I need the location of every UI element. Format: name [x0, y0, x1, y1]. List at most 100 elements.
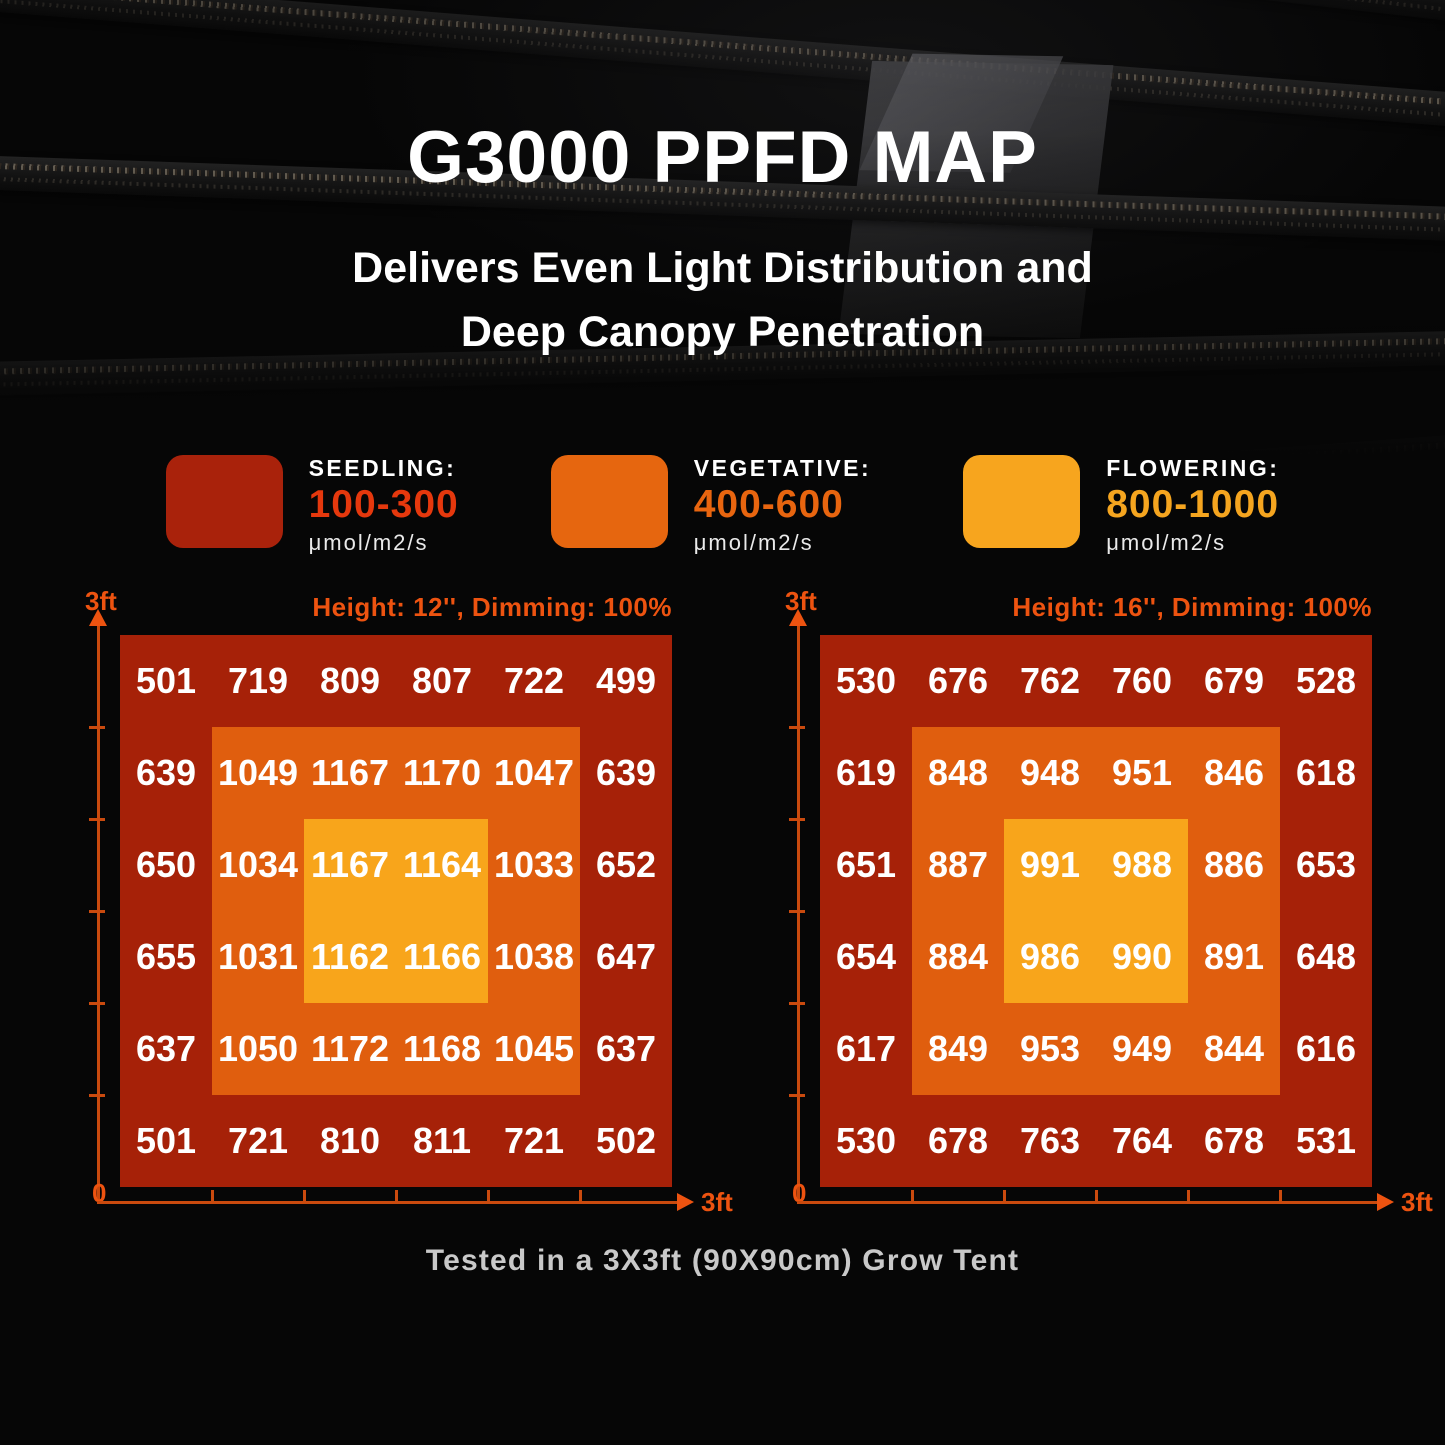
legend-ppfd-range: 400-600: [693, 483, 844, 526]
ppfd-value-cell: 499: [595, 660, 657, 701]
y-axis-line: [797, 626, 800, 1203]
ppfd-value-cell: 637: [595, 1028, 657, 1069]
ppfd-value-cell: 811: [412, 1120, 472, 1161]
ppfd-value-cell: 531: [1295, 1120, 1357, 1161]
ppfd-value-cell: 949: [1111, 1028, 1173, 1069]
ppfd-value-cell: 886: [1203, 844, 1265, 885]
ppfd-value-cell: 678: [1203, 1120, 1265, 1161]
ppfd-value-cell: 719: [227, 660, 289, 701]
ppfd-value-cell: 1045: [493, 1028, 575, 1069]
y-axis-arrow-icon: [789, 609, 807, 626]
ppfd-value-cell: 1166: [402, 936, 482, 977]
ppfd-value-cell: 809: [319, 660, 381, 701]
chart-header: Height: 12'', Dimming: 100%: [312, 592, 672, 622]
legend-text-block: SEEDLING: 100-300 μmol/m2/s: [309, 455, 459, 556]
legend-stage-name: SEEDLING:: [308, 455, 457, 481]
ppfd-value-cell: 639: [135, 752, 197, 793]
ppfd-value-cell: 846: [1203, 752, 1265, 793]
seedling-color-swatch: [165, 455, 283, 548]
legend-stage-name: VEGETATIVE:: [693, 455, 872, 481]
legend-item-seedling: SEEDLING: 100-300 μmol/m2/s: [165, 455, 459, 556]
page-subtitle: Delivers Even Light Distribution and Dee…: [0, 236, 1445, 364]
ppfd-value-cell: 721: [503, 1120, 565, 1161]
ppfd-value-cell: 810: [319, 1120, 381, 1161]
ppfd-value-cell: 502: [595, 1120, 657, 1161]
subtitle-line-2: Deep Canopy Penetration: [460, 308, 985, 356]
footer-note: Tested in a 3X3ft (90X90cm) Grow Tent: [425, 1244, 1020, 1277]
grow-light-photo: [0, 0, 1445, 470]
ppfd-value-cell: 1034: [217, 844, 299, 885]
ppfd-value-cell: 528: [1295, 660, 1357, 701]
legend-stage-name: FLOWERING:: [1106, 455, 1280, 481]
legend-unit: μmol/m2/s: [308, 530, 429, 555]
ppfd-value-cell: 764: [1111, 1120, 1173, 1161]
ppfd-value-cell: 676: [927, 660, 989, 701]
ppfd-value-cell: 1049: [217, 752, 299, 793]
ppfd-value-cell: 760: [1111, 660, 1173, 701]
ppfd-value-cell: 807: [411, 660, 473, 701]
ppfd-value-cell: 948: [1019, 752, 1081, 793]
vegetative-color-swatch: [550, 455, 668, 548]
ppfd-value-cell: 679: [1203, 660, 1265, 701]
ppfd-value-cell: 722: [503, 660, 565, 701]
legend-ppfd-range: 100-300: [308, 483, 459, 526]
ppfd-value-cell: 1050: [217, 1028, 299, 1069]
ppfd-value-cell: 951: [1111, 752, 1173, 793]
ppfd-value-cell: 849: [927, 1028, 989, 1069]
ppfd-value-cell: 1047: [493, 752, 575, 793]
ppfd-value-cell: 844: [1203, 1028, 1265, 1069]
ppfd-value-cell: 647: [595, 936, 657, 977]
x-axis-arrow-icon: [1377, 1193, 1394, 1211]
ppfd-legend: SEEDLING: 100-300 μmol/m2/s VEGETATIVE: …: [0, 455, 1445, 556]
ppfd-value-cell: 650: [135, 844, 197, 885]
ppfd-values: 530 676 762 760 679 528 619 848 948 951 846 618 651 8…: [820, 635, 1372, 1187]
ppfd-value-cell: 653: [1295, 844, 1357, 885]
legend-item-vegetative: VEGETATIVE: 400-600 μmol/m2/s: [550, 455, 872, 556]
ppfd-value-cell: 1162: [310, 936, 390, 977]
origin-label: 0: [92, 1178, 107, 1208]
ppfd-values: 501 719 809 807 722 499 639 1049 1167 1170 1047 639…: [120, 635, 672, 1187]
x-axis-line: [97, 1201, 679, 1204]
ppfd-value-cell: 617: [835, 1028, 897, 1069]
ppfd-value-cell: 1164: [402, 844, 482, 885]
ppfd-chart-16in: Height: 16'', Dimming: 100% 3ft 0 3ft 53…: [785, 586, 1433, 1217]
ppfd-value-cell: 501: [135, 1120, 197, 1161]
ppfd-value-cell: 953: [1019, 1028, 1081, 1069]
ppfd-value-cell: 530: [835, 660, 897, 701]
ppfd-value-cell: 1172: [310, 1028, 390, 1069]
page-title: G3000 PPFD MAP: [407, 117, 1038, 198]
ppfd-value-cell: 1167: [310, 844, 390, 885]
ppfd-chart-12in: Height: 12'', Dimming: 100% 3ft 0 3ft 50…: [85, 586, 733, 1217]
legend-item-flowering: FLOWERING: 800-1000 μmol/m2/s: [963, 455, 1279, 556]
ppfd-value-cell: 721: [227, 1120, 289, 1161]
ppfd-value-cell: 637: [135, 1028, 197, 1069]
flowering-zone: [1004, 819, 1188, 1003]
ppfd-value-cell: 530: [835, 1120, 897, 1161]
ppfd-value-cell: 887: [927, 844, 989, 885]
ppfd-heatmap-grid: 501 719 809 807 722 499 639 1049 1167 1170 1047 639…: [120, 635, 672, 1187]
ppfd-value-cell: 1033: [493, 844, 575, 885]
ppfd-value-cell: 651: [835, 844, 897, 885]
ppfd-value-cell: 1168: [402, 1028, 482, 1069]
legend-unit: μmol/m2/s: [693, 530, 814, 555]
ppfd-value-cell: 991: [1019, 844, 1081, 885]
ppfd-heatmap-grid: 530 676 762 760 679 528 619 848 948 951 846 618 651 8…: [820, 635, 1372, 1187]
legend-unit: μmol/m2/s: [1106, 530, 1227, 555]
ppfd-value-cell: 648: [1295, 936, 1357, 977]
ppfd-value-cell: 639: [595, 752, 657, 793]
ppfd-value-cell: 1170: [402, 752, 482, 793]
ppfd-value-cell: 762: [1019, 660, 1081, 701]
ppfd-value-cell: 990: [1111, 936, 1173, 977]
ppfd-value-cell: 1167: [310, 752, 390, 793]
ppfd-value-cell: 1038: [493, 936, 575, 977]
legend-text-block: FLOWERING: 800-1000 μmol/m2/s: [1106, 455, 1279, 556]
ppfd-value-cell: 678: [927, 1120, 989, 1161]
subtitle-line-1: Delivers Even Light Distribution and: [352, 244, 1093, 292]
ppfd-value-cell: 654: [835, 936, 897, 977]
ppfd-value-cell: 618: [1295, 752, 1357, 793]
x-axis-max-label: 3ft: [701, 1187, 733, 1217]
flowering-color-swatch: [963, 455, 1081, 548]
y-axis-line: [97, 626, 100, 1203]
ppfd-value-cell: 655: [135, 936, 197, 977]
ppfd-value-cell: 1031: [217, 936, 299, 977]
